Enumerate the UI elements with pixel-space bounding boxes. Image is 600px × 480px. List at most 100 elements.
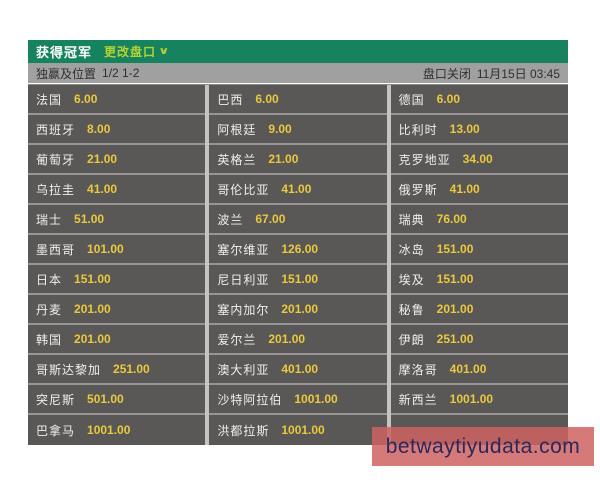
odds-cell[interactable]: 英格兰 21.00 bbox=[209, 145, 387, 175]
odds-cell[interactable]: 突尼斯 501.00 bbox=[28, 385, 206, 415]
odds-cell[interactable]: 尼日利亚 151.00 bbox=[209, 265, 387, 295]
odds-cell[interactable]: 哥伦比亚 41.00 bbox=[209, 175, 387, 205]
odds-value: 201.00 bbox=[281, 302, 319, 316]
odds-cell[interactable]: 洪都拉斯 1001.00 bbox=[209, 415, 387, 445]
subheader-bar: 独赢及位置 1/2 1-2 盘口关闭 11月15日 03:45 bbox=[28, 63, 568, 83]
odds-cell[interactable]: 澳大利亚 401.00 bbox=[209, 355, 387, 385]
chevron-down-icon: ∨ bbox=[158, 45, 171, 57]
odds-cell[interactable]: 克罗地亚 34.00 bbox=[390, 145, 568, 175]
odds-value: 6.00 bbox=[436, 92, 461, 106]
odds-value: 41.00 bbox=[449, 182, 480, 196]
odds-cell[interactable]: 巴拿马 1001.00 bbox=[28, 415, 206, 445]
team-name: 哥斯达黎加 bbox=[36, 362, 102, 377]
odds-cell[interactable]: 瑞士 51.00 bbox=[28, 205, 206, 235]
team-name: 俄罗斯 bbox=[398, 182, 438, 197]
team-name: 伊朗 bbox=[398, 332, 425, 347]
team-name: 阿根廷 bbox=[217, 122, 257, 137]
team-name: 法国 bbox=[36, 92, 63, 107]
team-name: 乌拉圭 bbox=[36, 182, 76, 197]
odds-cell[interactable]: 墨西哥 101.00 bbox=[28, 235, 206, 265]
odds-value: 1001.00 bbox=[449, 392, 494, 406]
team-name: 波兰 bbox=[217, 212, 244, 227]
odds-cell[interactable]: 摩洛哥 401.00 bbox=[390, 355, 568, 385]
odds-cell[interactable]: 塞内加尔 201.00 bbox=[209, 295, 387, 325]
team-name: 塞内加尔 bbox=[217, 302, 270, 317]
odds-value: 101.00 bbox=[87, 242, 124, 256]
odds-value: 201.00 bbox=[74, 302, 111, 316]
change-odds-button[interactable]: 更改盘口 ∨ bbox=[104, 43, 171, 60]
odds-cell[interactable]: 新西兰 1001.00 bbox=[390, 385, 568, 415]
team-name: 瑞典 bbox=[398, 212, 425, 227]
subheader-left: 独赢及位置 1/2 1-2 bbox=[36, 65, 139, 82]
odds-cell[interactable]: 秘鲁 201.00 bbox=[390, 295, 568, 325]
odds-cell[interactable]: 韩国 201.00 bbox=[28, 325, 206, 355]
odds-cell[interactable]: 比利时 13.00 bbox=[390, 115, 568, 145]
odds-cell[interactable]: 德国 6.00 bbox=[390, 85, 568, 115]
odds-value: 41.00 bbox=[87, 182, 118, 196]
odds-value: 1001.00 bbox=[281, 423, 325, 437]
odds-cell[interactable]: 冰岛 151.00 bbox=[390, 235, 568, 265]
team-name: 塞尔维亚 bbox=[217, 242, 270, 257]
odds-cell[interactable]: 巴西 6.00 bbox=[209, 85, 387, 115]
odds-cell[interactable]: 乌拉圭 41.00 bbox=[28, 175, 206, 205]
odds-cell[interactable]: 爱尔兰 201.00 bbox=[209, 325, 387, 355]
odds-cell[interactable]: 波兰 67.00 bbox=[209, 205, 387, 235]
odds-cell[interactable]: 埃及 151.00 bbox=[390, 265, 568, 295]
odds-value: 251.00 bbox=[436, 332, 474, 346]
odds-cell[interactable]: 西班牙 8.00 bbox=[28, 115, 206, 145]
subheader-right: 盘口关闭 11月15日 03:45 bbox=[423, 65, 560, 82]
odds-value: 41.00 bbox=[281, 182, 312, 196]
position-label: 1/2 1-2 bbox=[102, 66, 140, 80]
odds-grid: 法国 6.00 西班牙 8.00 葡萄牙 21.00 乌拉圭 41.00 瑞士 51.00 墨西哥 1… bbox=[28, 84, 568, 445]
team-name: 德国 bbox=[398, 92, 425, 107]
page-title: 获得冠军 bbox=[36, 45, 93, 60]
odds-value: 1001.00 bbox=[294, 392, 338, 406]
odds-value: 1001.00 bbox=[87, 423, 131, 437]
odds-cell[interactable]: 俄罗斯 41.00 bbox=[390, 175, 568, 205]
team-name: 日本 bbox=[36, 272, 63, 287]
market-header-bar: 获得冠军 更改盘口 ∨ bbox=[28, 40, 568, 63]
odds-cell[interactable]: 塞尔维亚 126.00 bbox=[209, 235, 387, 265]
team-name: 澳大利亚 bbox=[217, 362, 270, 377]
odds-value: 126.00 bbox=[281, 242, 319, 256]
odds-value: 151.00 bbox=[74, 272, 111, 286]
odds-cell[interactable]: 日本 151.00 bbox=[28, 265, 206, 295]
odds-cell[interactable]: 丹麦 201.00 bbox=[28, 295, 206, 325]
odds-panel: 获得冠军 更改盘口 ∨ 独赢及位置 1/2 1-2 盘口关闭 11月15日 03… bbox=[28, 40, 568, 445]
odds-cell[interactable]: 阿根廷 9.00 bbox=[209, 115, 387, 145]
odds-cell[interactable]: 葡萄牙 21.00 bbox=[28, 145, 206, 175]
team-name: 韩国 bbox=[36, 332, 63, 347]
team-name: 哥伦比亚 bbox=[217, 182, 270, 197]
odds-value: 151.00 bbox=[436, 242, 474, 256]
odds-cell[interactable]: 哥斯达黎加 251.00 bbox=[28, 355, 206, 385]
odds-value: 401.00 bbox=[449, 362, 487, 376]
team-name: 巴西 bbox=[217, 92, 244, 107]
odds-value: 51.00 bbox=[74, 212, 105, 226]
team-name: 洪都拉斯 bbox=[217, 423, 270, 438]
odds-cell[interactable]: 法国 6.00 bbox=[28, 85, 206, 115]
watermark-text: betwaytiyudata.com bbox=[385, 434, 581, 458]
change-odds-label: 更改盘口 bbox=[104, 45, 157, 59]
odds-cell[interactable]: 伊朗 251.00 bbox=[390, 325, 568, 355]
odds-column: 巴西 6.00 阿根廷 9.00 英格兰 21.00 哥伦比亚 41.00 波兰 67.00 塞尔维… bbox=[209, 85, 387, 445]
odds-value: 6.00 bbox=[74, 92, 98, 106]
team-name: 爱尔兰 bbox=[217, 332, 257, 347]
odds-value: 13.00 bbox=[449, 122, 480, 136]
team-name: 比利时 bbox=[398, 122, 438, 137]
odds-value: 8.00 bbox=[87, 122, 111, 136]
team-name: 葡萄牙 bbox=[36, 152, 76, 167]
team-name: 西班牙 bbox=[36, 122, 76, 137]
odds-cell[interactable]: 沙特阿拉伯 1001.00 bbox=[209, 385, 387, 415]
team-name: 尼日利亚 bbox=[217, 272, 270, 287]
odds-value: 401.00 bbox=[281, 362, 319, 376]
odds-value: 201.00 bbox=[268, 332, 306, 346]
odds-value: 76.00 bbox=[436, 212, 467, 226]
watermark-banner: betwaytiyudata.com bbox=[372, 427, 594, 466]
odds-column: 法国 6.00 西班牙 8.00 葡萄牙 21.00 乌拉圭 41.00 瑞士 51.00 墨西哥 1… bbox=[28, 85, 206, 445]
market-type-label: 独赢及位置 bbox=[36, 66, 97, 81]
team-name: 墨西哥 bbox=[36, 242, 76, 257]
odds-value: 201.00 bbox=[74, 332, 111, 346]
odds-value: 501.00 bbox=[87, 392, 124, 406]
odds-cell[interactable]: 瑞典 76.00 bbox=[390, 205, 568, 235]
team-name: 新西兰 bbox=[398, 392, 438, 407]
